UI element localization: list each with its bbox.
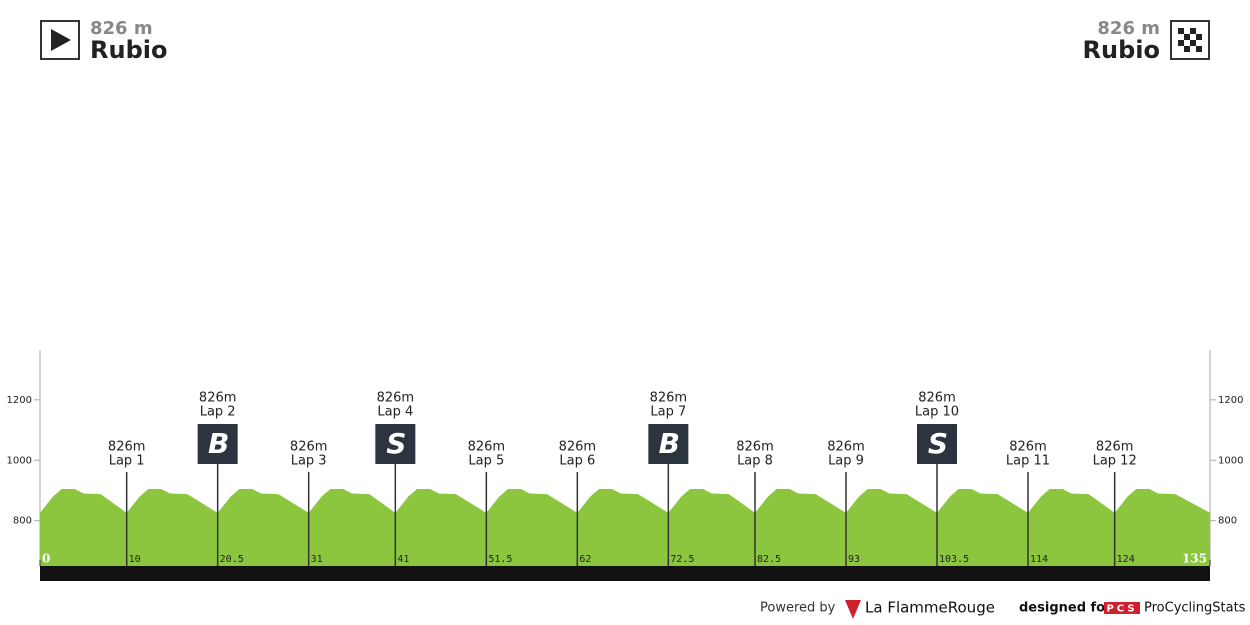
marker-label: Lap 6 <box>559 454 595 469</box>
start-name: Rubio <box>90 36 167 64</box>
designed-for: designed for <box>1019 601 1112 616</box>
finish-name: Rubio <box>1083 36 1160 64</box>
marker-label: Lap 4 <box>377 405 413 420</box>
x-tick-label: 10 <box>129 554 141 565</box>
start-icon <box>40 20 80 60</box>
marker-label: Lap 7 <box>650 405 686 420</box>
y-tick-label: 800 <box>1218 516 1237 527</box>
pcs-logo: PCS <box>1106 604 1137 615</box>
marker-elevation: 826m <box>559 440 596 455</box>
x-tick-label: 114 <box>1030 554 1048 565</box>
flamme-logo <box>845 600 861 619</box>
site-name: ProCyclingStats <box>1144 601 1246 616</box>
marker-label: Lap 9 <box>828 454 864 469</box>
checkered-flag <box>1178 28 1202 52</box>
marker-label: Lap 2 <box>200 405 236 420</box>
marker-elevation: 826m <box>650 391 687 406</box>
marker-elevation: 826m <box>290 440 327 455</box>
x-tick-label: 72.5 <box>670 554 694 565</box>
marker-label: Lap 10 <box>915 405 959 420</box>
marker-icon: B <box>208 427 229 460</box>
marker-icon-bg <box>648 424 689 464</box>
marker-elevation: 826m <box>918 391 955 406</box>
marker-label: Lap 1 <box>109 454 145 469</box>
marker-elevation: 826m <box>108 440 145 455</box>
marker-label: Lap 12 <box>1093 454 1137 469</box>
marker-icon: S <box>928 427 948 460</box>
marker-elevation: 826m <box>1096 440 1133 455</box>
marker-icon-bg <box>197 424 238 464</box>
marker-label: Lap 8 <box>737 454 773 469</box>
marker-elevation: 826m <box>736 440 773 455</box>
brand: La FlammeRouge <box>865 599 995 617</box>
y-tick-label: 1200 <box>7 395 32 406</box>
marker-icon: S <box>386 427 406 460</box>
marker-elevation: 826m <box>199 391 236 406</box>
x-tick-label: 82.5 <box>757 554 781 565</box>
start-elevation: 826 m <box>90 18 153 39</box>
marker-label: Lap 3 <box>291 454 327 469</box>
marker-elevation: 826m <box>377 391 414 406</box>
x-tick-label: 31 <box>311 554 323 565</box>
y-tick-label: 800 <box>13 516 32 527</box>
marker-label: Lap 5 <box>468 454 504 469</box>
marker-elevation: 826m <box>1009 440 1046 455</box>
y-tick-label: 1000 <box>1218 455 1243 466</box>
marker-icon: B <box>659 427 680 460</box>
finish-elevation: 826 m <box>1097 18 1160 39</box>
marker-elevation: 826m <box>827 440 864 455</box>
marker-icon-bg <box>917 424 957 464</box>
marker-label: Lap 11 <box>1006 454 1050 469</box>
start-arrow <box>51 29 71 51</box>
x-tick-label: 41 <box>397 554 409 565</box>
marker-elevation: 826m <box>468 440 505 455</box>
x-tick-label: 20.5 <box>220 554 244 565</box>
elevation-area <box>40 488 1210 566</box>
powered-by: Powered by <box>760 601 836 616</box>
marker-icon-bg <box>375 424 416 464</box>
x-tick-label: 51.5 <box>488 554 512 565</box>
x-tick-label: 0 <box>42 552 50 566</box>
x-tick-label: 124 <box>1117 554 1135 565</box>
y-tick-label: 1000 <box>7 455 32 466</box>
x-tick-label: 103.5 <box>939 554 969 565</box>
x-tick-label: 62 <box>579 554 591 565</box>
x-tick-label: 93 <box>848 554 860 565</box>
x-tick-label: 135 <box>1182 552 1207 566</box>
distance-bar <box>40 566 1210 581</box>
y-tick-label: 1200 <box>1218 395 1243 406</box>
pcs-logo-bg <box>1104 602 1140 614</box>
